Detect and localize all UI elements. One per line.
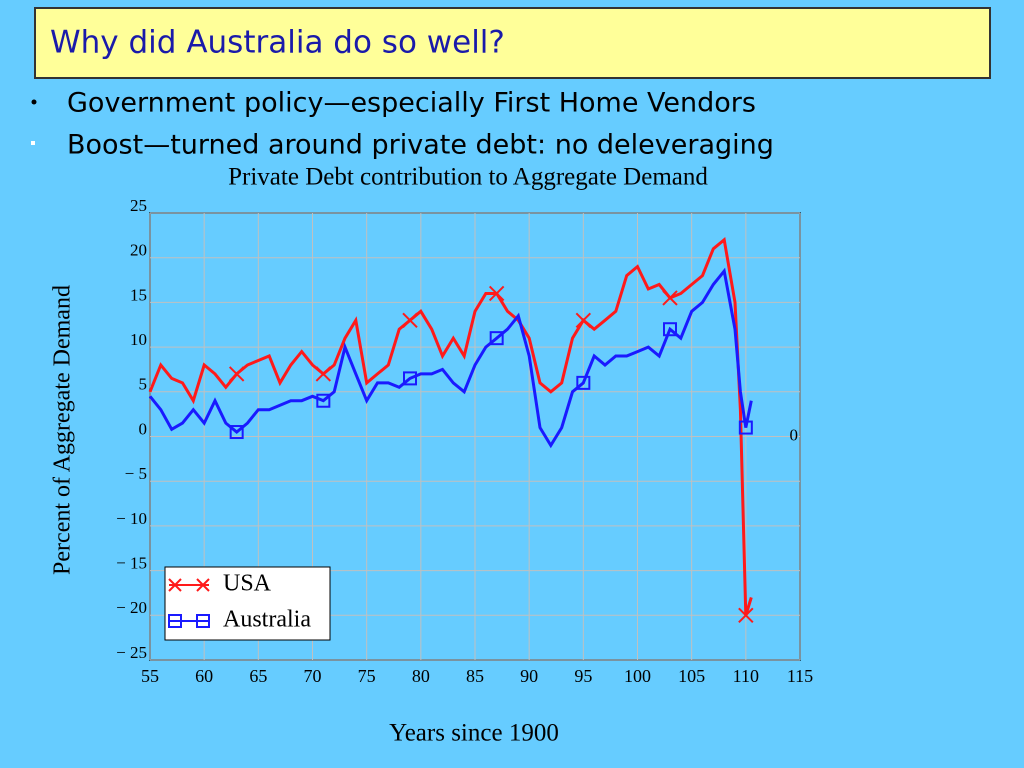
marker — [738, 420, 753, 435]
marker — [315, 366, 332, 382]
legend-label: USA — [223, 571, 272, 597]
marker — [663, 322, 677, 337]
y-tick-label: 25 — [130, 196, 147, 215]
marker — [402, 312, 418, 328]
x-tick-label: 100 — [624, 666, 651, 686]
y2-tick-label: 0 — [790, 425, 799, 444]
x-tick-label: 60 — [195, 666, 213, 686]
x-tick-label: 115 — [787, 666, 813, 686]
y-tick-label: 20 — [130, 241, 147, 260]
series-line — [148, 267, 753, 449]
y-tick-label: − 15 — [116, 554, 147, 573]
x-tick-label: 80 — [412, 666, 430, 686]
x-tick-label: 70 — [304, 666, 322, 686]
y-tick-label: − 25 — [116, 643, 147, 662]
legend-label: Australia — [223, 607, 311, 633]
legend — [164, 566, 331, 641]
marker — [228, 366, 245, 382]
marker — [229, 425, 244, 440]
marker — [662, 290, 678, 306]
legend-marker — [168, 614, 182, 628]
y-tick-label: − 20 — [116, 598, 147, 617]
marker — [316, 393, 331, 408]
x-tick-label: 65 — [249, 666, 267, 686]
y-tick-label: 5 — [139, 375, 148, 394]
marker — [403, 371, 417, 386]
x-tick-label: 105 — [678, 666, 705, 686]
marker — [576, 375, 591, 390]
y-tick-label: 15 — [130, 285, 147, 304]
bullet: Government policy—especially First Home … — [67, 88, 756, 119]
x-tick-label: 90 — [520, 666, 538, 686]
x-tick-label: 110 — [733, 666, 759, 686]
y-tick-label: − 10 — [116, 509, 147, 528]
y-tick-label: 10 — [130, 330, 147, 349]
x-tick-label: 55 — [141, 666, 159, 686]
bullet: Boost—turned around private debt: no del… — [67, 130, 774, 161]
bullet-dot — [31, 99, 37, 105]
y-tick-label: 0 — [139, 419, 148, 438]
marker — [489, 331, 504, 346]
x-axis-label: Years since 1900 — [389, 720, 559, 747]
bullet-dot — [31, 141, 35, 145]
legend-marker — [168, 578, 182, 592]
y-axis-label: Percent of Aggregate Demand — [50, 285, 76, 575]
marker — [738, 607, 754, 624]
chart-title: Private Debt contribution to Aggregate D… — [228, 164, 708, 191]
x-tick-label: 85 — [466, 666, 484, 686]
legend-marker — [196, 614, 210, 628]
legend-marker — [196, 578, 210, 592]
marker — [575, 312, 592, 328]
marker — [488, 285, 505, 302]
y-tick-label: − 5 — [125, 464, 147, 483]
x-tick-label: 75 — [358, 666, 376, 686]
x-tick-label: 95 — [574, 666, 592, 686]
title-box — [34, 7, 991, 79]
slide-title: Why did Australia do so well? — [50, 25, 505, 61]
